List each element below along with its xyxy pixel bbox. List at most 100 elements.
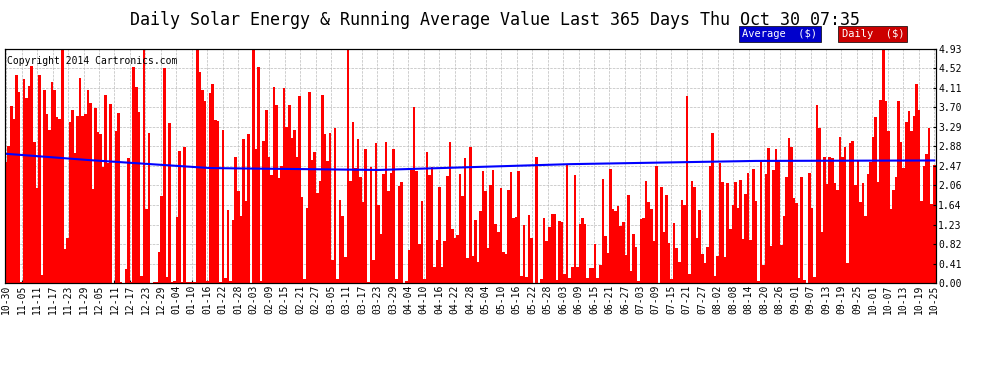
Bar	[31, 66, 33, 283]
Bar	[643, 218, 644, 283]
Bar	[158, 252, 160, 283]
Bar	[188, 282, 191, 283]
Bar	[877, 182, 879, 283]
Bar	[359, 177, 362, 283]
Bar	[915, 84, 918, 283]
Bar	[831, 158, 834, 283]
Bar	[573, 175, 576, 283]
Bar	[436, 240, 439, 283]
Bar	[46, 114, 49, 283]
Bar	[897, 101, 900, 283]
Bar	[615, 210, 617, 283]
Bar	[143, 49, 146, 283]
Bar	[500, 188, 502, 283]
Bar	[502, 252, 505, 283]
Bar	[882, 49, 884, 283]
Bar	[275, 105, 278, 283]
Bar	[874, 117, 877, 283]
Bar	[115, 131, 117, 283]
Bar	[183, 147, 186, 283]
Bar	[479, 211, 482, 283]
Bar	[160, 196, 163, 283]
Bar	[617, 206, 620, 283]
Bar	[900, 142, 903, 283]
Bar	[644, 181, 647, 283]
Bar	[650, 209, 652, 283]
Bar	[316, 193, 319, 283]
Bar	[408, 250, 410, 283]
Bar	[856, 160, 859, 283]
Bar	[138, 112, 140, 283]
Bar	[887, 131, 890, 283]
Bar	[278, 178, 280, 283]
Bar	[706, 248, 709, 283]
Bar	[662, 232, 665, 283]
Bar	[173, 281, 176, 283]
Bar	[36, 188, 38, 283]
Bar	[387, 191, 390, 283]
Bar	[227, 210, 230, 283]
Bar	[194, 282, 196, 283]
Text: Copyright 2014 Cartronics.com: Copyright 2014 Cartronics.com	[7, 56, 177, 66]
Bar	[224, 278, 227, 283]
Bar	[405, 280, 408, 283]
Bar	[563, 274, 566, 283]
Bar	[536, 157, 538, 283]
Bar	[107, 163, 110, 283]
Bar	[63, 249, 66, 283]
Bar	[280, 166, 283, 283]
Bar	[345, 257, 346, 283]
Bar	[494, 224, 497, 283]
Bar	[717, 256, 719, 283]
Bar	[505, 254, 507, 283]
Bar	[28, 86, 31, 283]
Bar	[392, 148, 395, 283]
Bar	[148, 133, 150, 283]
Bar	[372, 260, 374, 283]
Bar	[130, 282, 133, 283]
Bar	[612, 209, 615, 283]
Bar	[214, 120, 217, 283]
Bar	[41, 274, 44, 283]
Bar	[625, 255, 627, 283]
Bar	[602, 179, 604, 283]
Bar	[466, 258, 469, 283]
Bar	[306, 209, 308, 283]
Bar	[49, 130, 50, 283]
Bar	[764, 174, 767, 283]
Text: Daily  ($): Daily ($)	[842, 29, 904, 39]
Bar	[99, 134, 102, 283]
Bar	[770, 246, 772, 283]
Bar	[240, 216, 243, 283]
Bar	[314, 152, 316, 283]
Bar	[311, 159, 314, 283]
Bar	[237, 191, 240, 283]
Bar	[53, 90, 56, 283]
Bar	[117, 113, 120, 283]
Bar	[81, 116, 84, 283]
Bar	[398, 186, 400, 283]
Bar	[545, 241, 548, 283]
Bar	[594, 244, 596, 283]
Bar	[66, 238, 68, 283]
Bar	[458, 174, 461, 283]
Bar	[811, 209, 813, 283]
Bar	[913, 117, 915, 283]
Bar	[484, 191, 487, 283]
Bar	[68, 122, 71, 283]
Bar	[191, 282, 194, 283]
Bar	[385, 142, 387, 283]
Bar	[928, 128, 931, 283]
Bar	[923, 166, 926, 283]
Bar	[829, 157, 831, 283]
Bar	[652, 241, 655, 283]
Bar	[254, 149, 257, 283]
Bar	[558, 221, 560, 283]
Bar	[444, 241, 446, 283]
Bar	[84, 114, 86, 283]
Bar	[604, 236, 607, 283]
Bar	[5, 162, 8, 283]
Bar	[482, 171, 484, 283]
Bar	[782, 216, 785, 283]
Bar	[20, 282, 23, 283]
